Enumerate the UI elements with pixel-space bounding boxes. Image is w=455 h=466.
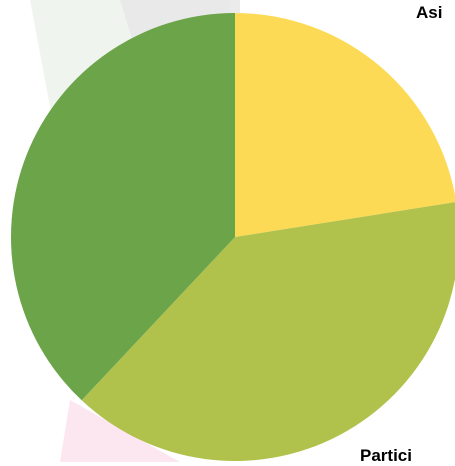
slice-label-asi: Asi [416,3,443,22]
pie-slice-3 [10,13,235,401]
pie-slice-1 [235,13,455,237]
slice-label-partici: Partici [360,446,412,465]
pie-slice-2 [81,202,455,461]
